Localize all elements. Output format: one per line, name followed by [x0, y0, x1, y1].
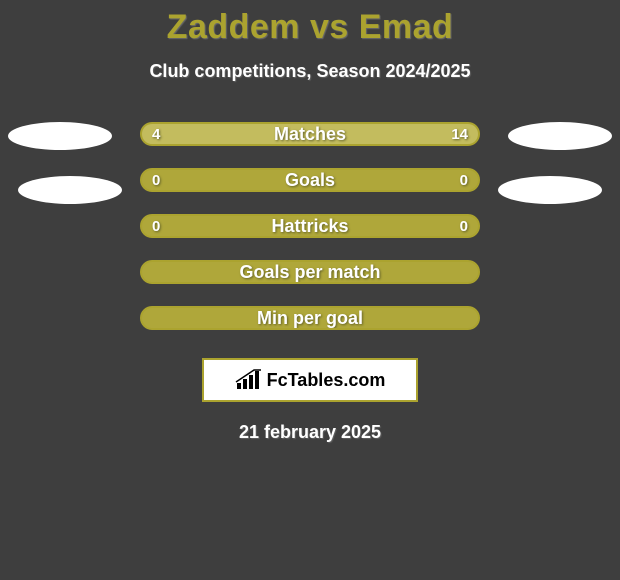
page-title: Zaddem vs Emad [0, 0, 620, 47]
stat-label: Min per goal [142, 308, 478, 328]
bar-chart-icon [235, 369, 263, 391]
stat-label: Goals per match [142, 262, 478, 282]
player-left-avatar-1 [8, 122, 112, 150]
stat-row: 00Hattricks [140, 214, 480, 238]
brand-badge[interactable]: FcTables.com [202, 358, 418, 402]
comparison-card: Zaddem vs Emad Club competitions, Season… [0, 0, 620, 580]
stat-label: Goals [142, 170, 478, 190]
stat-row: Goals per match [140, 260, 480, 284]
stat-label: Hattricks [142, 216, 478, 236]
stat-row: Min per goal [140, 306, 480, 330]
page-subtitle: Club competitions, Season 2024/2025 [0, 61, 620, 82]
stat-label: Matches [142, 124, 478, 144]
stat-row: 414Matches [140, 122, 480, 146]
player-left-avatar-2 [18, 176, 122, 204]
stat-row: 00Goals [140, 168, 480, 192]
brand-text: FcTables.com [267, 370, 386, 391]
player-right-avatar-1 [508, 122, 612, 150]
stats-panel: 414Matches 00Goals 00Hattricks Goals per ma… [140, 122, 480, 330]
player-right-avatar-2 [498, 176, 602, 204]
date-label: 21 february 2025 [0, 422, 620, 443]
